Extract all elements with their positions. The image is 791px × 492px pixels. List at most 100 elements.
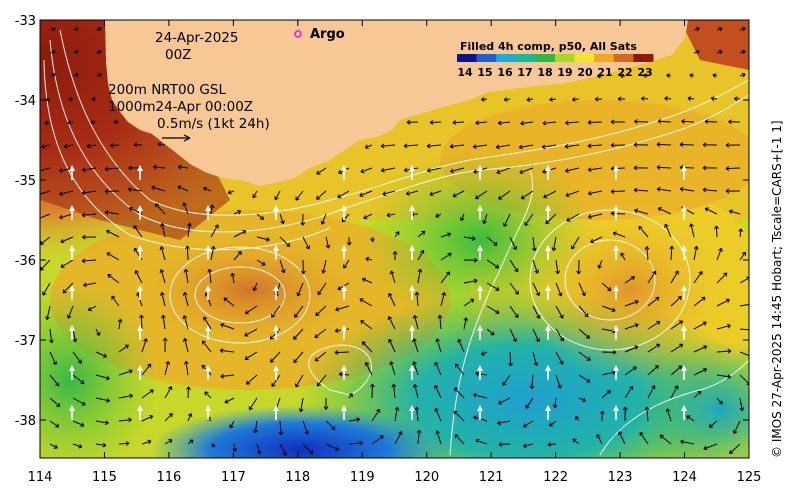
current-vector-head [518,144,523,150]
current-vector [359,298,373,307]
current-vector-head [741,49,746,55]
current-vector [187,413,192,422]
current-vector-head [525,404,530,409]
current-vector [705,207,718,215]
current-vector [187,386,190,399]
current-vector-head [729,209,733,214]
current-vector-head [317,290,322,296]
argo-arrow-icon [545,205,551,220]
current-vector-head [522,443,527,449]
current-vector [647,365,659,376]
current-vector [337,190,350,199]
current-vector-head [617,96,622,102]
current-vector-head [471,236,476,241]
current-vector-head [503,222,508,227]
current-vector-head [519,169,524,175]
current-vector [413,338,419,353]
current-vector [498,397,511,405]
current-vector-head [325,244,331,249]
current-vector-head [83,282,87,288]
current-vector-head [610,142,615,148]
current-vector [72,351,82,364]
current-vector-head [639,431,644,437]
current-vector [118,419,132,422]
current-vector-head [634,345,639,350]
current-vector [183,315,189,330]
current-vector [315,305,327,316]
current-vector [118,394,133,399]
current-vector-head [382,191,387,197]
current-vector [578,397,586,402]
current-vector [693,321,707,330]
current-vector [348,393,353,399]
current-vector-head [732,429,738,434]
current-vector [521,190,534,200]
current-vector [473,394,488,399]
current-vector-head [59,168,63,173]
current-vector [634,209,649,215]
current-vector [88,305,97,311]
current-vector [187,223,191,238]
current-vector-head [183,268,189,273]
current-vector-head [361,341,366,346]
current-vector [739,374,749,385]
current-vector-head [571,96,576,102]
current-vector [394,431,402,445]
current-vector [414,315,419,330]
current-vector-head [535,338,540,343]
current-vector-head [177,185,182,190]
current-vector [293,328,304,340]
current-vector [739,328,749,331]
current-vector-head [60,263,65,268]
current-vector [82,190,97,194]
current-vector-head [681,119,685,124]
current-vector-head [182,315,188,320]
current-vector [739,351,749,357]
current-vector-head [323,406,329,410]
current-vector-head [559,360,564,365]
argo-arrow-icon [273,205,279,220]
current-vector-head [87,306,92,312]
current-vector-head [728,119,732,125]
current-vector-head [154,203,160,208]
current-vector-head [207,268,213,273]
argo-arrow-icon [409,245,415,260]
current-vector-head [555,270,561,275]
argo-arrow-icon [681,165,687,180]
current-vector-head [680,439,685,445]
x-tick-label: 114 [28,470,53,485]
current-vector-head [657,207,662,212]
current-vector [601,328,616,332]
current-vector-head [704,119,709,125]
current-vector [348,442,363,445]
current-vector-head [53,444,58,449]
current-vector [72,27,79,31]
current-vector [434,361,442,376]
current-vector [164,361,169,376]
current-vector-head [725,298,730,303]
current-vector-head [695,26,700,32]
current-vector [716,27,723,31]
current-vector [404,144,419,147]
current-vector-head [66,314,72,319]
current-vector-head [674,270,679,275]
current-vector [294,305,304,318]
current-vector-head [182,292,188,296]
current-vector [486,259,499,269]
current-vector-head [473,415,478,421]
current-vector-head [481,96,485,102]
current-vector-head [587,167,592,173]
current-vector [62,282,74,294]
current-vector [204,391,212,399]
x-tick-label: 116 [156,470,181,485]
current-vector [681,120,695,123]
current-vector [316,374,327,387]
current-vector-head [360,320,365,325]
current-vector [504,98,511,101]
current-vector [343,259,350,269]
current-vector-head [490,331,495,336]
current-vector-head [587,143,592,149]
current-vector [161,223,166,238]
current-vector [457,338,465,353]
current-vector-head [298,408,304,413]
